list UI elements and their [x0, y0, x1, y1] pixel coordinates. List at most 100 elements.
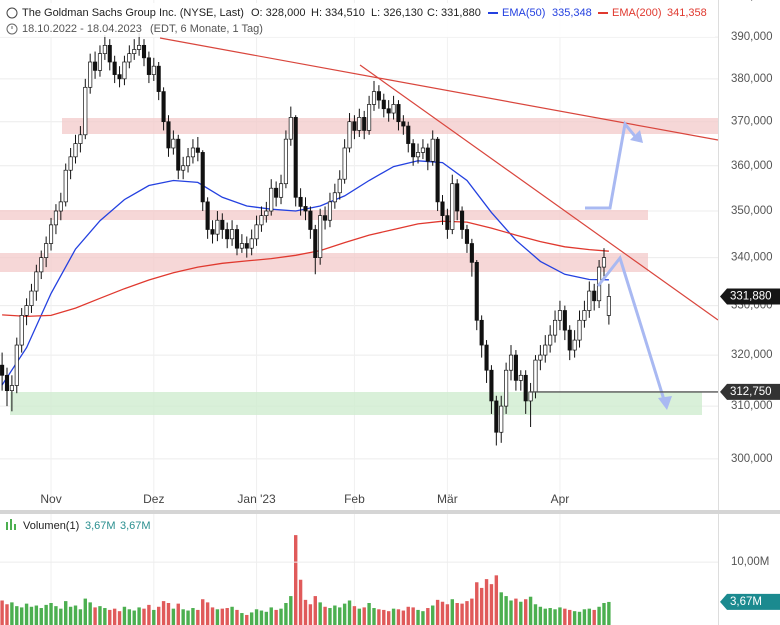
volume-bar	[78, 609, 83, 625]
x-tick-label: Apr	[551, 492, 570, 506]
volume-bar	[245, 614, 249, 625]
volume-bar	[264, 611, 269, 625]
candle-body	[543, 344, 548, 356]
candle-body	[244, 243, 249, 249]
volume-bar	[445, 604, 450, 625]
x-tick-label: Mär	[437, 492, 458, 506]
candle-body	[220, 219, 225, 230]
volume-bar	[298, 579, 303, 625]
volume-bar	[421, 611, 425, 625]
candle-body	[494, 400, 499, 433]
collapse-icon[interactable]	[6, 7, 18, 19]
candle-body	[440, 201, 445, 216]
volume-bar	[352, 606, 357, 625]
volume-bar	[117, 611, 122, 625]
volume-bar	[494, 575, 499, 625]
candle-body	[288, 117, 293, 140]
candle-body	[215, 219, 220, 235]
candle-body	[499, 405, 504, 433]
volume-icon	[10, 519, 12, 530]
volume-bar	[372, 608, 376, 625]
candle-body	[538, 354, 543, 361]
volume-bar	[19, 607, 24, 625]
volume-bar	[220, 608, 225, 625]
level-badge: 312,750	[730, 386, 772, 398]
candle-body	[230, 229, 235, 240]
volume-bar	[279, 608, 283, 625]
volume-bar	[64, 601, 68, 625]
volume-bar	[313, 596, 317, 625]
volume-bar	[274, 609, 278, 625]
volume-bar	[294, 535, 298, 625]
candle-body	[58, 201, 63, 212]
volume-bar	[98, 606, 102, 625]
candle-body	[577, 319, 582, 341]
candle-body	[455, 183, 460, 212]
candle-body	[176, 138, 181, 171]
candle-body	[464, 229, 470, 244]
candle-body	[376, 91, 381, 101]
volume-bar	[68, 606, 73, 625]
candle-body	[161, 91, 166, 123]
candle-body	[303, 206, 308, 212]
candle-body	[259, 215, 264, 226]
volume-bar	[338, 607, 342, 625]
candle-body	[88, 61, 93, 88]
candle-body	[313, 229, 318, 258]
volume-bar	[308, 604, 313, 625]
volume-bar	[249, 612, 254, 625]
volume-bar	[519, 601, 523, 625]
candle-body	[0, 364, 5, 376]
volume-bar	[152, 609, 156, 625]
volume-icon	[14, 524, 16, 530]
volume-bar	[426, 608, 430, 625]
volume-bar	[5, 604, 9, 625]
volume-bar	[538, 606, 543, 625]
volume-bar	[230, 606, 234, 625]
volume-bar	[504, 596, 508, 625]
volume-bar	[10, 602, 14, 625]
volume-bar	[122, 606, 127, 625]
volume-bar	[29, 606, 34, 625]
candle-body	[210, 229, 215, 235]
candle-body	[29, 290, 34, 306]
last-price-badge: 331,880	[730, 291, 772, 303]
ema-line	[2, 220, 609, 318]
candle-body	[293, 117, 298, 198]
candle-body	[298, 196, 303, 207]
volume-bar	[582, 609, 587, 625]
volume-bar	[254, 609, 259, 625]
arrow-head	[658, 396, 672, 410]
candle-body	[445, 215, 450, 230]
volume-bar	[386, 611, 391, 625]
volume-bar	[161, 601, 166, 625]
candle-body	[112, 61, 117, 75]
candle-body	[97, 53, 103, 71]
volume-bar	[142, 608, 146, 625]
candle-body	[166, 121, 171, 149]
volume-value: 3,67M	[120, 520, 151, 532]
candle-body	[587, 290, 592, 311]
volume-bar	[597, 606, 601, 625]
volume-bar	[108, 609, 112, 625]
candle-body	[190, 147, 195, 158]
x-tick-label: Dez	[143, 492, 164, 506]
y-tick-label: 320,000	[731, 349, 773, 361]
volume-bar	[416, 609, 420, 625]
candle-body	[572, 339, 577, 351]
quote: L: 326,130	[371, 7, 423, 19]
volume-plot: 10,00M 3,67M	[0, 535, 780, 625]
volume-bar	[15, 606, 19, 625]
volume-bar	[533, 604, 538, 625]
scenario-arrow	[585, 120, 640, 210]
candle-body	[239, 243, 244, 249]
candle-body	[269, 187, 274, 212]
candle-body	[205, 201, 210, 230]
y-tick-label: 370,000	[731, 116, 773, 128]
volume-bar	[171, 608, 176, 625]
volume-bar	[284, 603, 288, 625]
candle-body	[528, 391, 533, 402]
candle-body	[489, 369, 494, 402]
candle-body	[548, 334, 553, 346]
x-tick-label: Feb	[344, 492, 365, 506]
